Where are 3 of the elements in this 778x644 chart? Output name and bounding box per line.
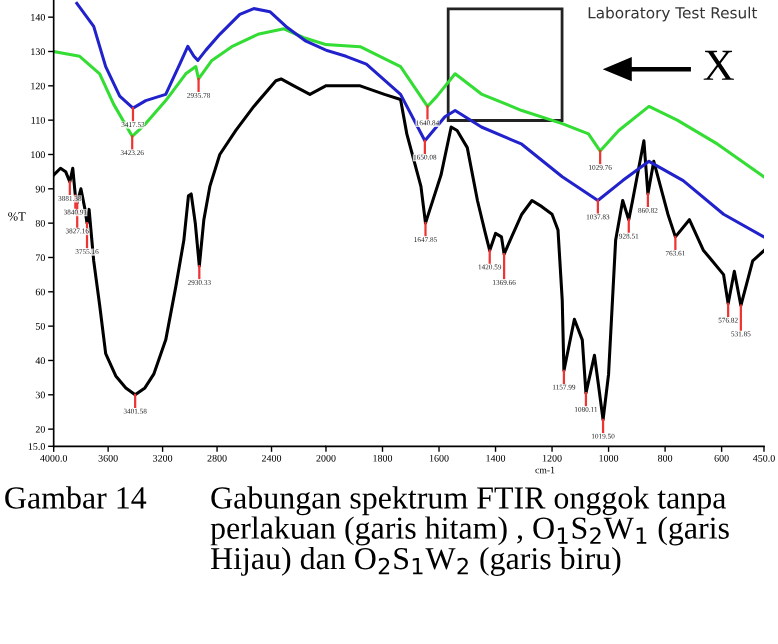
text: Gabungan spektrum FTIR onggok tanpa perlakuan (garis hitam) , O$_{1}$S$_{2}$W$_{1}$ (garis Hijau) dan O$_{2}$S$_{1}$W$_{2}$ (garis biru) bbox=[210, 486, 729, 576]
text: Gambar 14 bbox=[5, 486, 147, 509]
annotation: X bbox=[703, 50, 734, 80]
